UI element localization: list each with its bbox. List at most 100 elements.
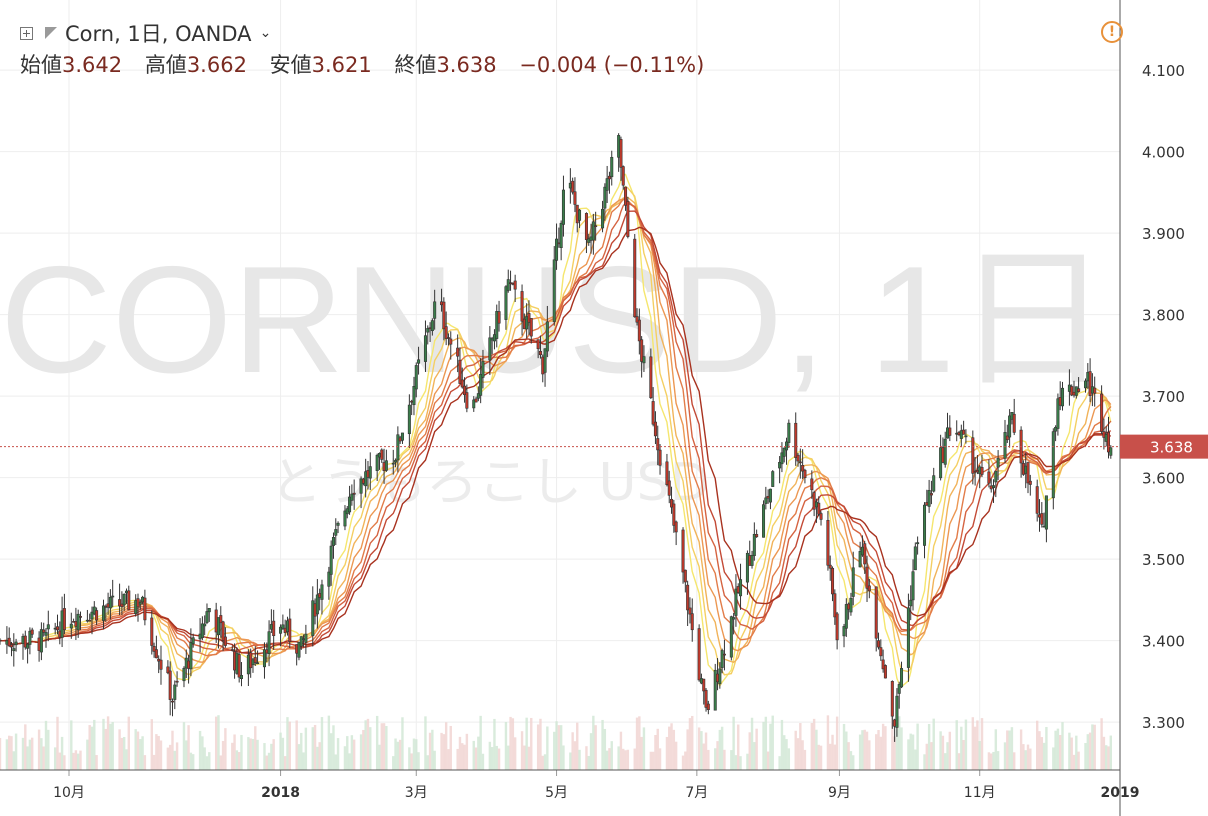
candle-down [571,180,575,193]
volume-bar [916,723,919,770]
candle-up [555,238,559,261]
candle-down [621,166,625,186]
volume-bar [686,729,689,770]
candle-down [1035,486,1039,514]
candle-up [138,602,142,605]
volume-bar [102,718,105,770]
volume-bar [520,731,524,770]
candle-down [573,191,577,205]
volume-bar [879,736,883,770]
plus-square-icon[interactable] [20,26,33,40]
volume-bar [557,725,561,770]
volume-bar [1010,727,1014,770]
volume-bar [845,731,848,770]
candle-up [601,208,605,229]
candle-up [108,596,112,609]
candle-up [334,529,338,536]
volume-bar [546,726,549,770]
volume-bar [24,724,27,770]
volume-bar [1038,731,1041,770]
open-label: 始値 [20,53,62,77]
symbol-title[interactable]: Corn, 1日, OANDA [65,22,252,46]
volume-bar [587,755,590,770]
volume-bar [898,716,901,770]
volume-bar [617,746,620,770]
volume-bar [417,752,420,770]
volume-bar [256,739,259,770]
candle-up [472,399,476,409]
flag-icon[interactable] [45,27,57,39]
volume-bar [382,723,386,770]
candle-up [844,604,848,629]
volume-bar [224,728,227,770]
volume-bar [1056,728,1060,770]
candle-up [400,432,404,441]
candle-up [1083,380,1088,389]
candle-down [352,492,356,495]
volume-bar [688,718,692,770]
ma-line [0,226,1111,655]
alert-circle-icon[interactable]: ! [1101,21,1123,43]
candle-down [175,680,179,683]
candle-up [267,631,271,654]
volume-bar [674,741,678,770]
volume-bar [946,742,949,770]
volume-bar [497,748,501,770]
candle-up [368,466,372,479]
candle-down [722,653,726,656]
volume-bar [925,743,929,770]
candle-up [173,684,177,700]
candle-down [607,175,611,180]
candle-down [529,318,533,337]
watermark-sub: とうもろこし USD [270,453,710,513]
volume-bar [201,736,204,770]
candle-down [497,311,501,324]
volume-bar [716,741,719,770]
candle-down [831,567,835,595]
candle-up [913,546,917,571]
volume-bar [541,755,544,770]
chevron-down-icon[interactable]: ⌄ [259,25,272,41]
volume-bar [881,723,885,770]
volume-bar [875,734,878,770]
volume-bar [426,755,429,770]
candle-down [670,498,674,508]
volume-bar [914,749,917,770]
volume-bar [794,730,797,770]
volume-bar [847,742,850,770]
volume-bar [1102,736,1106,770]
volume-bar [750,717,754,770]
candle-down [1100,393,1104,432]
volume-bar [7,735,11,770]
volume-bar [366,718,370,770]
volume-bar [1013,752,1016,770]
candle-down [219,615,223,624]
candle-down [444,326,448,339]
volume-bar [927,723,931,770]
candle-down [230,649,234,651]
candle-down [874,586,878,639]
candle-down [1093,387,1097,394]
candle-down [62,608,66,631]
candle-down [460,379,464,388]
candle-down [879,647,883,657]
candle-down [442,301,446,330]
candle-up [782,447,786,457]
volume-bar [700,731,703,770]
candle-up [996,458,1000,468]
volume-bar [336,738,340,770]
candle-up [14,641,18,646]
candle-down [30,629,34,635]
volume-bar [1019,729,1023,770]
candle-down [633,238,637,318]
time-tick-label: 10月 [53,785,85,801]
candle-down [962,429,966,435]
candle-up [26,643,30,649]
symbol-row[interactable]: Corn, 1日, OANDA ⌄ [20,18,271,48]
candle-up [69,623,73,629]
candle-down [619,139,623,168]
volume-bar [479,715,482,770]
volume-bar [90,726,94,770]
candle-down [987,471,991,484]
